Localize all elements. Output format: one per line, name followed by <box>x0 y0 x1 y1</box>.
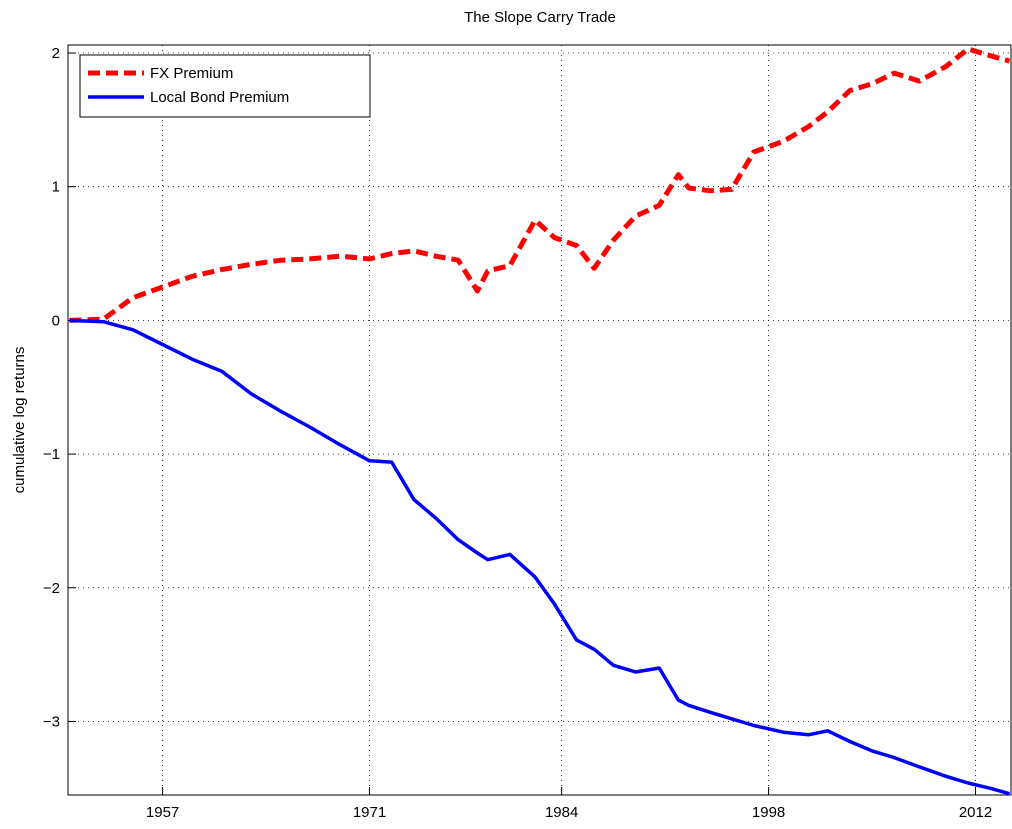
y-tick-label: 1 <box>52 179 60 196</box>
y-tick-label: −3 <box>43 713 60 730</box>
chart-title: The Slope Carry Trade <box>464 9 616 26</box>
x-tick-label: 2012 <box>959 804 992 821</box>
y-tick-label: −2 <box>43 580 60 597</box>
y-tick-label: 2 <box>52 45 60 62</box>
series-line <box>69 46 1011 323</box>
y-axis-label: cumulative log returns <box>11 347 28 494</box>
x-tick-label: 1971 <box>353 804 386 821</box>
x-tick-label: 1984 <box>545 804 578 821</box>
series-line <box>69 318 1010 796</box>
legend-label: FX Premium <box>150 65 233 82</box>
legend: FX Premium Local Bond Premium <box>79 54 371 118</box>
plot-frame <box>67 44 1012 796</box>
x-tick-label: 1998 <box>752 804 785 821</box>
legend-box <box>79 54 371 118</box>
y-tick-label: −1 <box>43 446 60 463</box>
y-tick-label: 0 <box>52 312 60 329</box>
x-tick-label: 1957 <box>146 804 179 821</box>
legend-label: Local Bond Premium <box>150 89 289 106</box>
